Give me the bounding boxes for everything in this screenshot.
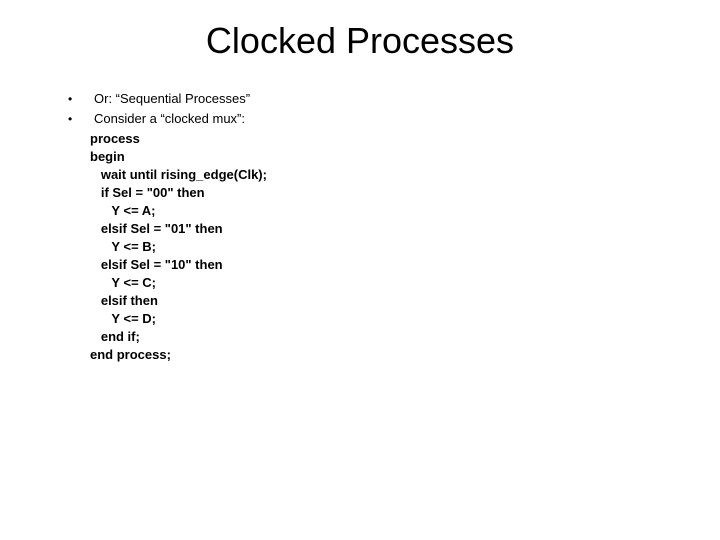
bullet-text: Consider a “clocked mux”:: [94, 110, 245, 128]
code-block: process begin wait until rising_edge(Clk…: [68, 130, 680, 364]
bullet-marker: •: [68, 110, 94, 128]
bullet-marker: •: [68, 90, 94, 108]
bullet-text: Or: “Sequential Processes”: [94, 90, 250, 108]
slide-body: • Or: “Sequential Processes” • Consider …: [40, 90, 680, 364]
slide-title: Clocked Processes: [40, 20, 680, 62]
slide: Clocked Processes • Or: “Sequential Proc…: [0, 0, 720, 540]
bullet-item: • Consider a “clocked mux”:: [68, 110, 680, 128]
bullet-item: • Or: “Sequential Processes”: [68, 90, 680, 108]
